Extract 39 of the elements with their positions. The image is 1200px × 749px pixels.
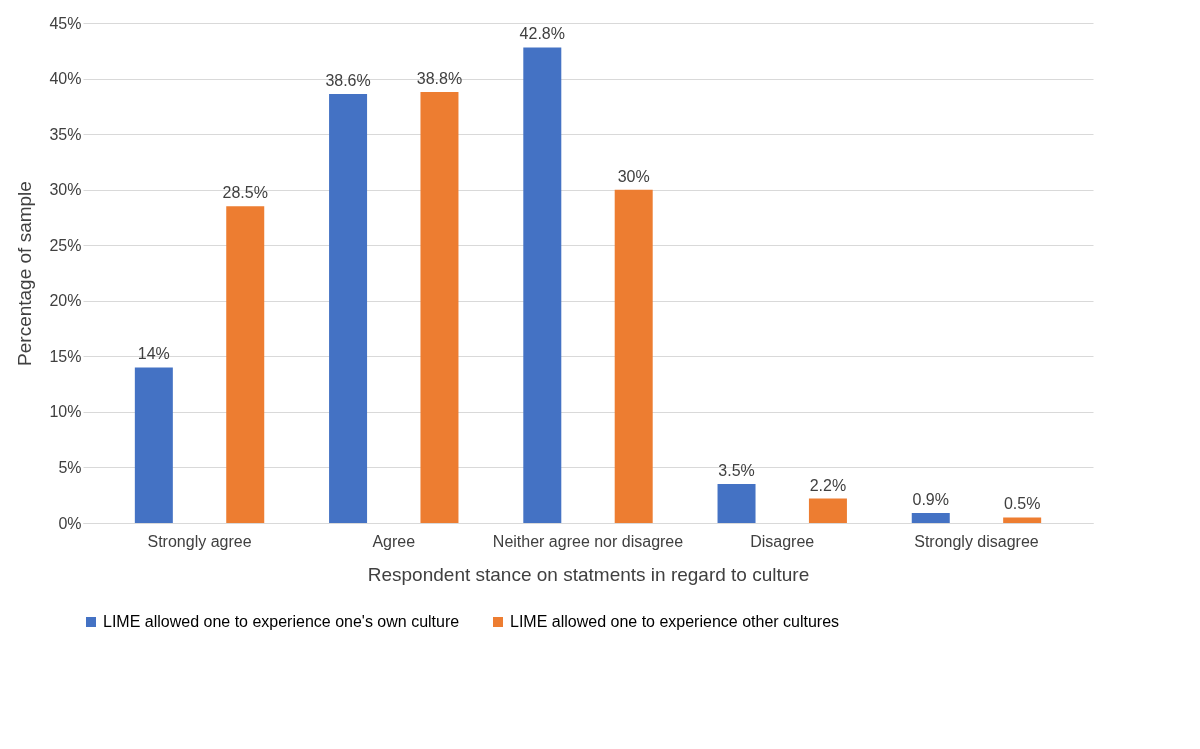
y-tick-label: 10%	[49, 403, 82, 421]
bar	[717, 484, 756, 523]
y-tick-label: 5%	[58, 458, 82, 476]
data-label: 3.5%	[718, 462, 755, 480]
data-label: 42.8%	[519, 25, 565, 43]
y-tick-label: 45%	[49, 14, 82, 32]
x-tick-label: Agree	[372, 532, 416, 550]
bar	[523, 47, 562, 523]
bar	[614, 189, 653, 523]
data-label: 30%	[617, 167, 650, 185]
bar	[1003, 517, 1042, 523]
x-axis-title: Respondent stance on statments in regard to culture	[367, 563, 810, 585]
x-tick-label: Neither agree nor disagree	[492, 532, 684, 550]
data-label: 38.8%	[416, 69, 463, 87]
data-label: 28.5%	[222, 184, 268, 202]
bar	[420, 91, 459, 523]
legend-label: LIME allowed one to experience one's own culture	[103, 613, 460, 630]
data-label: 2.2%	[809, 476, 847, 494]
bar	[911, 513, 950, 523]
bar	[808, 498, 847, 523]
y-tick-label: 0%	[58, 514, 82, 532]
y-tick-label: 20%	[49, 292, 82, 310]
y-tick-label: 30%	[49, 181, 82, 199]
x-tick-label: Strongly agree	[147, 532, 252, 550]
y-tick-label: 15%	[49, 347, 82, 365]
bar	[134, 367, 173, 523]
x-tick-label: Disagree	[750, 532, 815, 550]
bar	[329, 94, 368, 523]
data-label: 38.6%	[325, 72, 371, 90]
x-tick-label: Strongly disagree	[914, 532, 1039, 550]
data-label: 14%	[137, 345, 170, 363]
legend-label: LIME allowed one to experience other cultures	[510, 613, 840, 630]
y-tick-label: 40%	[49, 70, 82, 88]
y-tick-label: 25%	[49, 236, 82, 254]
data-label: 0.9%	[912, 491, 949, 508]
y-tick-label: 35%	[49, 125, 82, 143]
data-label: 0.5%	[1003, 495, 1041, 513]
bar	[226, 206, 265, 523]
y-axis-title: Percentage of sample	[14, 181, 36, 366]
